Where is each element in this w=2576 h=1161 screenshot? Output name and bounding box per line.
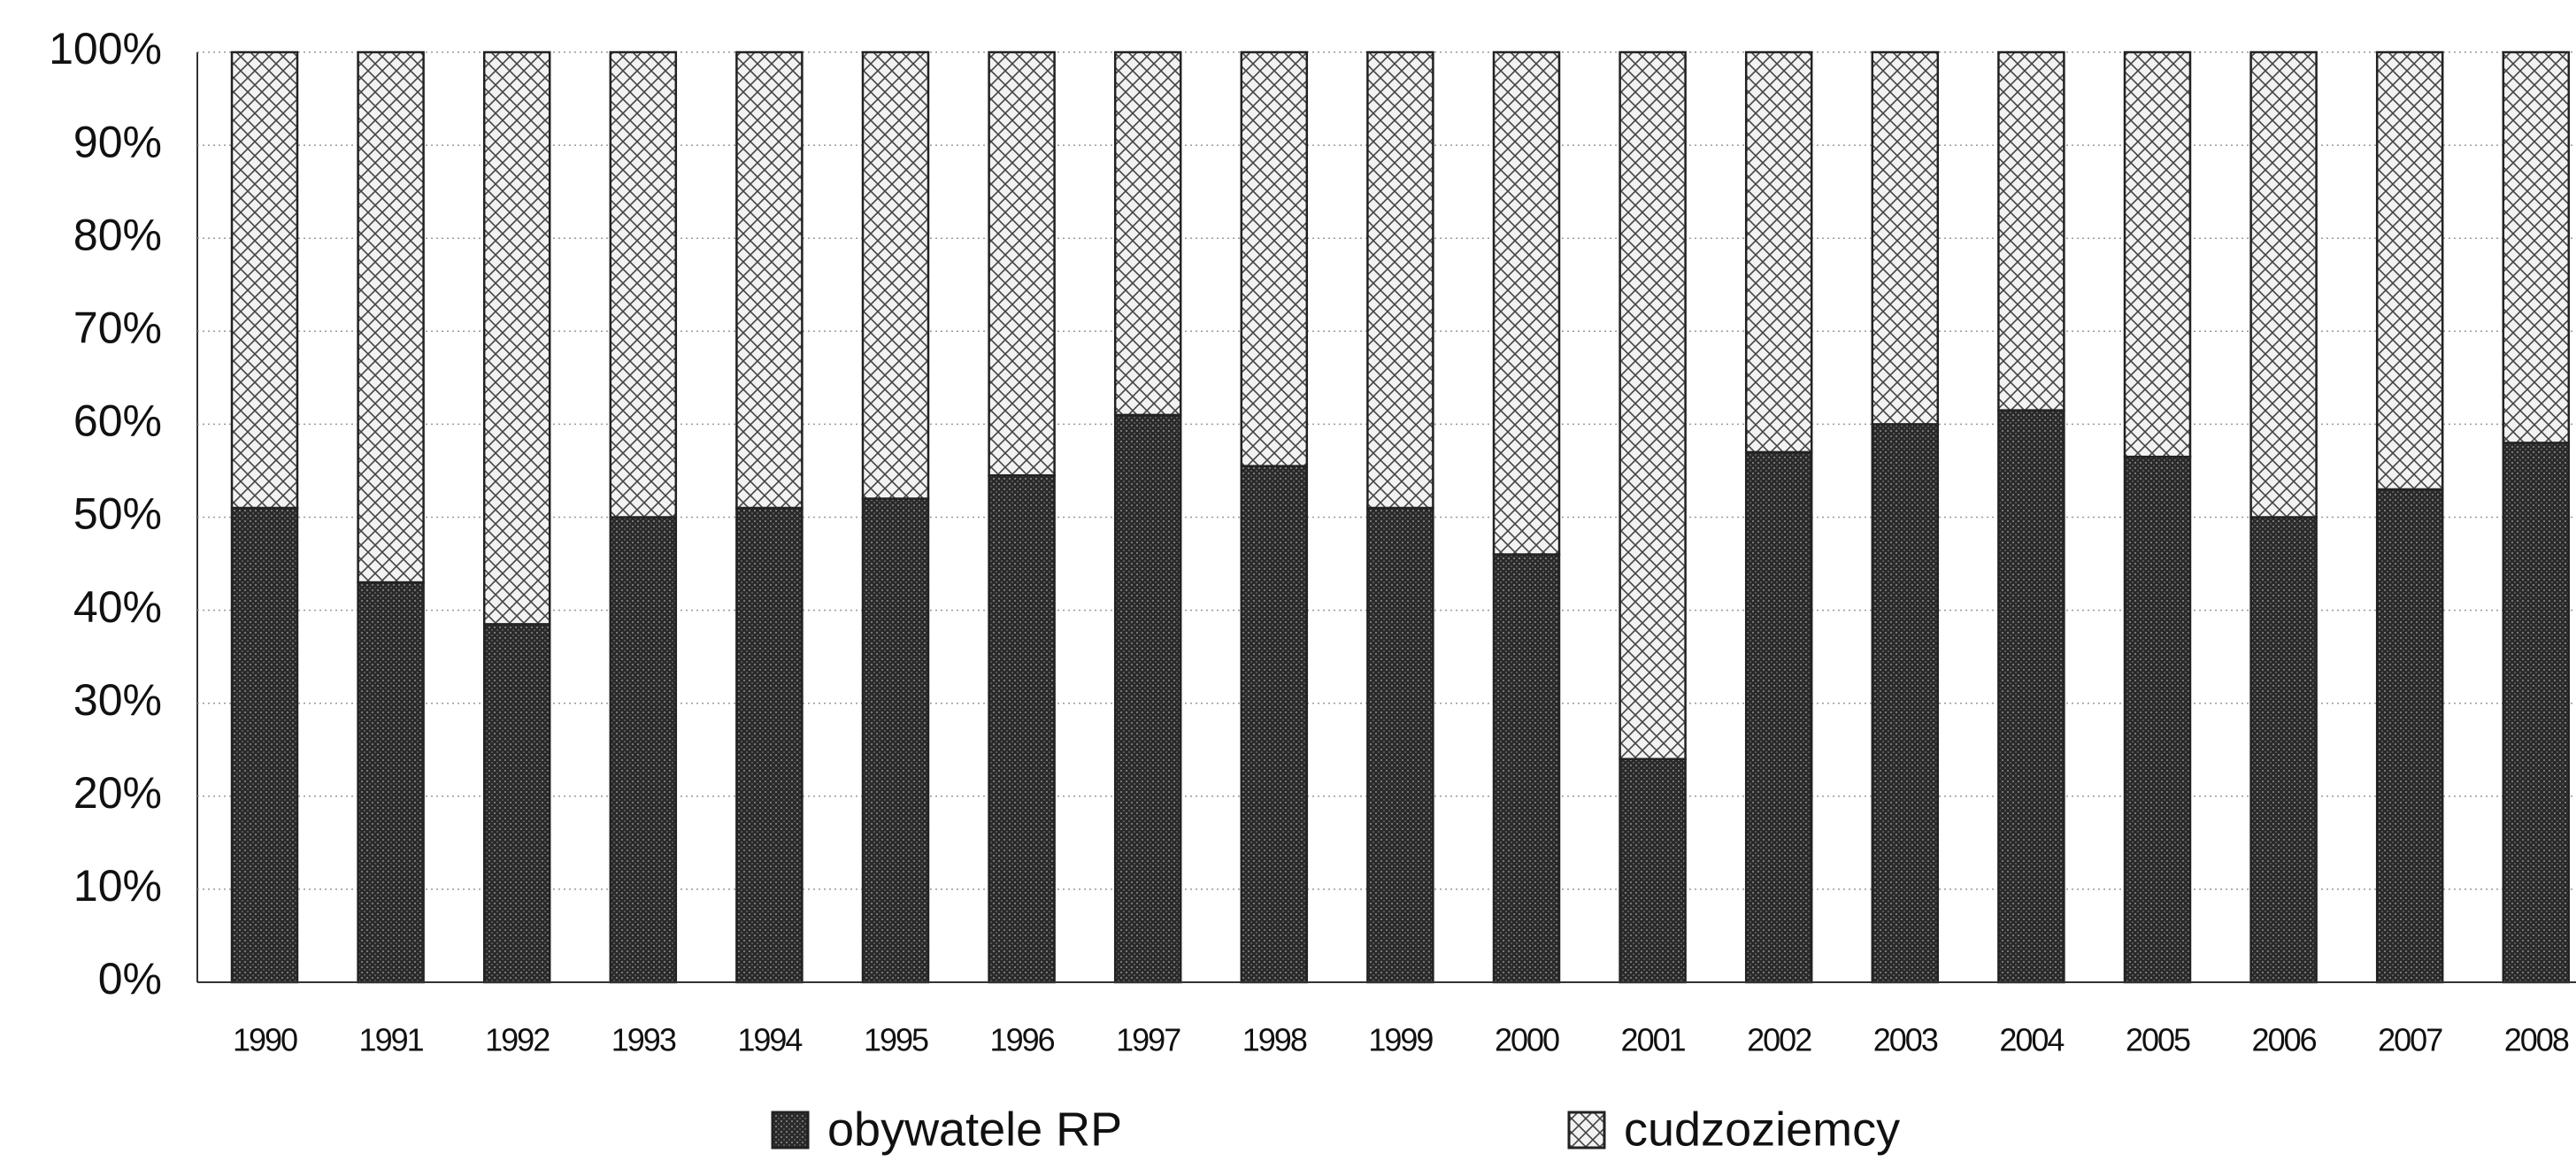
x-tick-label: 2003 (1873, 1022, 1938, 1058)
bar-segment (2375, 488, 2444, 984)
bar-segment (1113, 50, 1182, 417)
bar-segment (357, 580, 425, 984)
bar-segment (988, 473, 1056, 984)
legend-swatch (1567, 1111, 1606, 1149)
bar-segment (230, 506, 299, 984)
bar-segment (482, 623, 551, 984)
bar-segment (1997, 50, 2065, 411)
x-tick-label: 1997 (1116, 1022, 1180, 1058)
x-tick-label: 1994 (737, 1022, 802, 1058)
bar-segment (1113, 413, 1182, 984)
bar-segment (1240, 50, 1309, 467)
x-tick-label: 2000 (1495, 1022, 1559, 1058)
bar-segment (1871, 50, 1940, 426)
x-tick-label: 2008 (2504, 1022, 2569, 1058)
bar-segment (230, 50, 299, 510)
bar-segment (2502, 50, 2571, 444)
y-tick-label: 30% (73, 675, 162, 725)
bar-segment (1997, 409, 2065, 984)
y-tick-label: 80% (73, 210, 162, 259)
bar-segment (1492, 553, 1561, 984)
bar-segment (1492, 50, 1561, 556)
bar-segment (861, 497, 930, 984)
bar-segment (357, 50, 425, 584)
x-tick-label: 2006 (2252, 1022, 2317, 1058)
bar-segment (988, 50, 1056, 477)
y-tick-label: 100% (49, 24, 162, 73)
bar-segment (2249, 516, 2318, 984)
bar-segment (482, 50, 551, 626)
y-tick-label: 40% (73, 582, 162, 632)
bar-segment (609, 50, 678, 519)
bar-segment (1744, 450, 1813, 984)
x-tick-label: 2004 (1999, 1022, 2064, 1058)
bar-segment (1240, 465, 1309, 984)
y-tick-label: 50% (73, 489, 162, 539)
bar-segment (1366, 506, 1434, 984)
bar-segment (2375, 50, 2444, 491)
y-tick-label: 90% (73, 117, 162, 166)
legend-label: obywatele RP (827, 1103, 1122, 1156)
x-tick-label: 1995 (864, 1022, 928, 1058)
y-tick-label: 10% (73, 861, 162, 911)
legend-label: cudzoziemcy (1624, 1103, 1900, 1156)
y-tick-label: 20% (73, 768, 162, 818)
x-tick-label: 1990 (233, 1022, 297, 1058)
x-tick-label: 1996 (990, 1022, 1055, 1058)
bar-segment (609, 516, 678, 984)
y-tick-label: 70% (73, 304, 162, 353)
bar-segment (2502, 442, 2571, 984)
bar-segment (2123, 455, 2192, 984)
x-tick-label: 2007 (2378, 1022, 2442, 1058)
x-tick-label: 2005 (2126, 1022, 2190, 1058)
x-tick-label: 1998 (1242, 1022, 1307, 1058)
bar-segment (1366, 50, 1434, 510)
y-tick-label: 0% (98, 954, 162, 1003)
bar-segment (1619, 50, 1687, 761)
bar-segment (1871, 423, 1940, 984)
x-tick-label: 1991 (359, 1022, 424, 1058)
x-tick-label: 2001 (1621, 1022, 1686, 1058)
x-tick-label: 1993 (611, 1022, 676, 1058)
bar-segment (2123, 50, 2192, 458)
y-tick-label: 60% (73, 396, 162, 446)
bar-segment (2249, 50, 2318, 519)
bar-segment (861, 50, 930, 500)
bar-segment (1619, 757, 1687, 984)
x-tick-label: 1992 (485, 1022, 550, 1058)
bar-segment (735, 50, 804, 510)
bar-segment (735, 506, 804, 984)
bar-segment (1744, 50, 1813, 454)
x-tick-label: 2002 (1747, 1022, 1811, 1058)
x-tick-label: 1999 (1368, 1022, 1433, 1058)
legend-swatch (771, 1111, 810, 1149)
